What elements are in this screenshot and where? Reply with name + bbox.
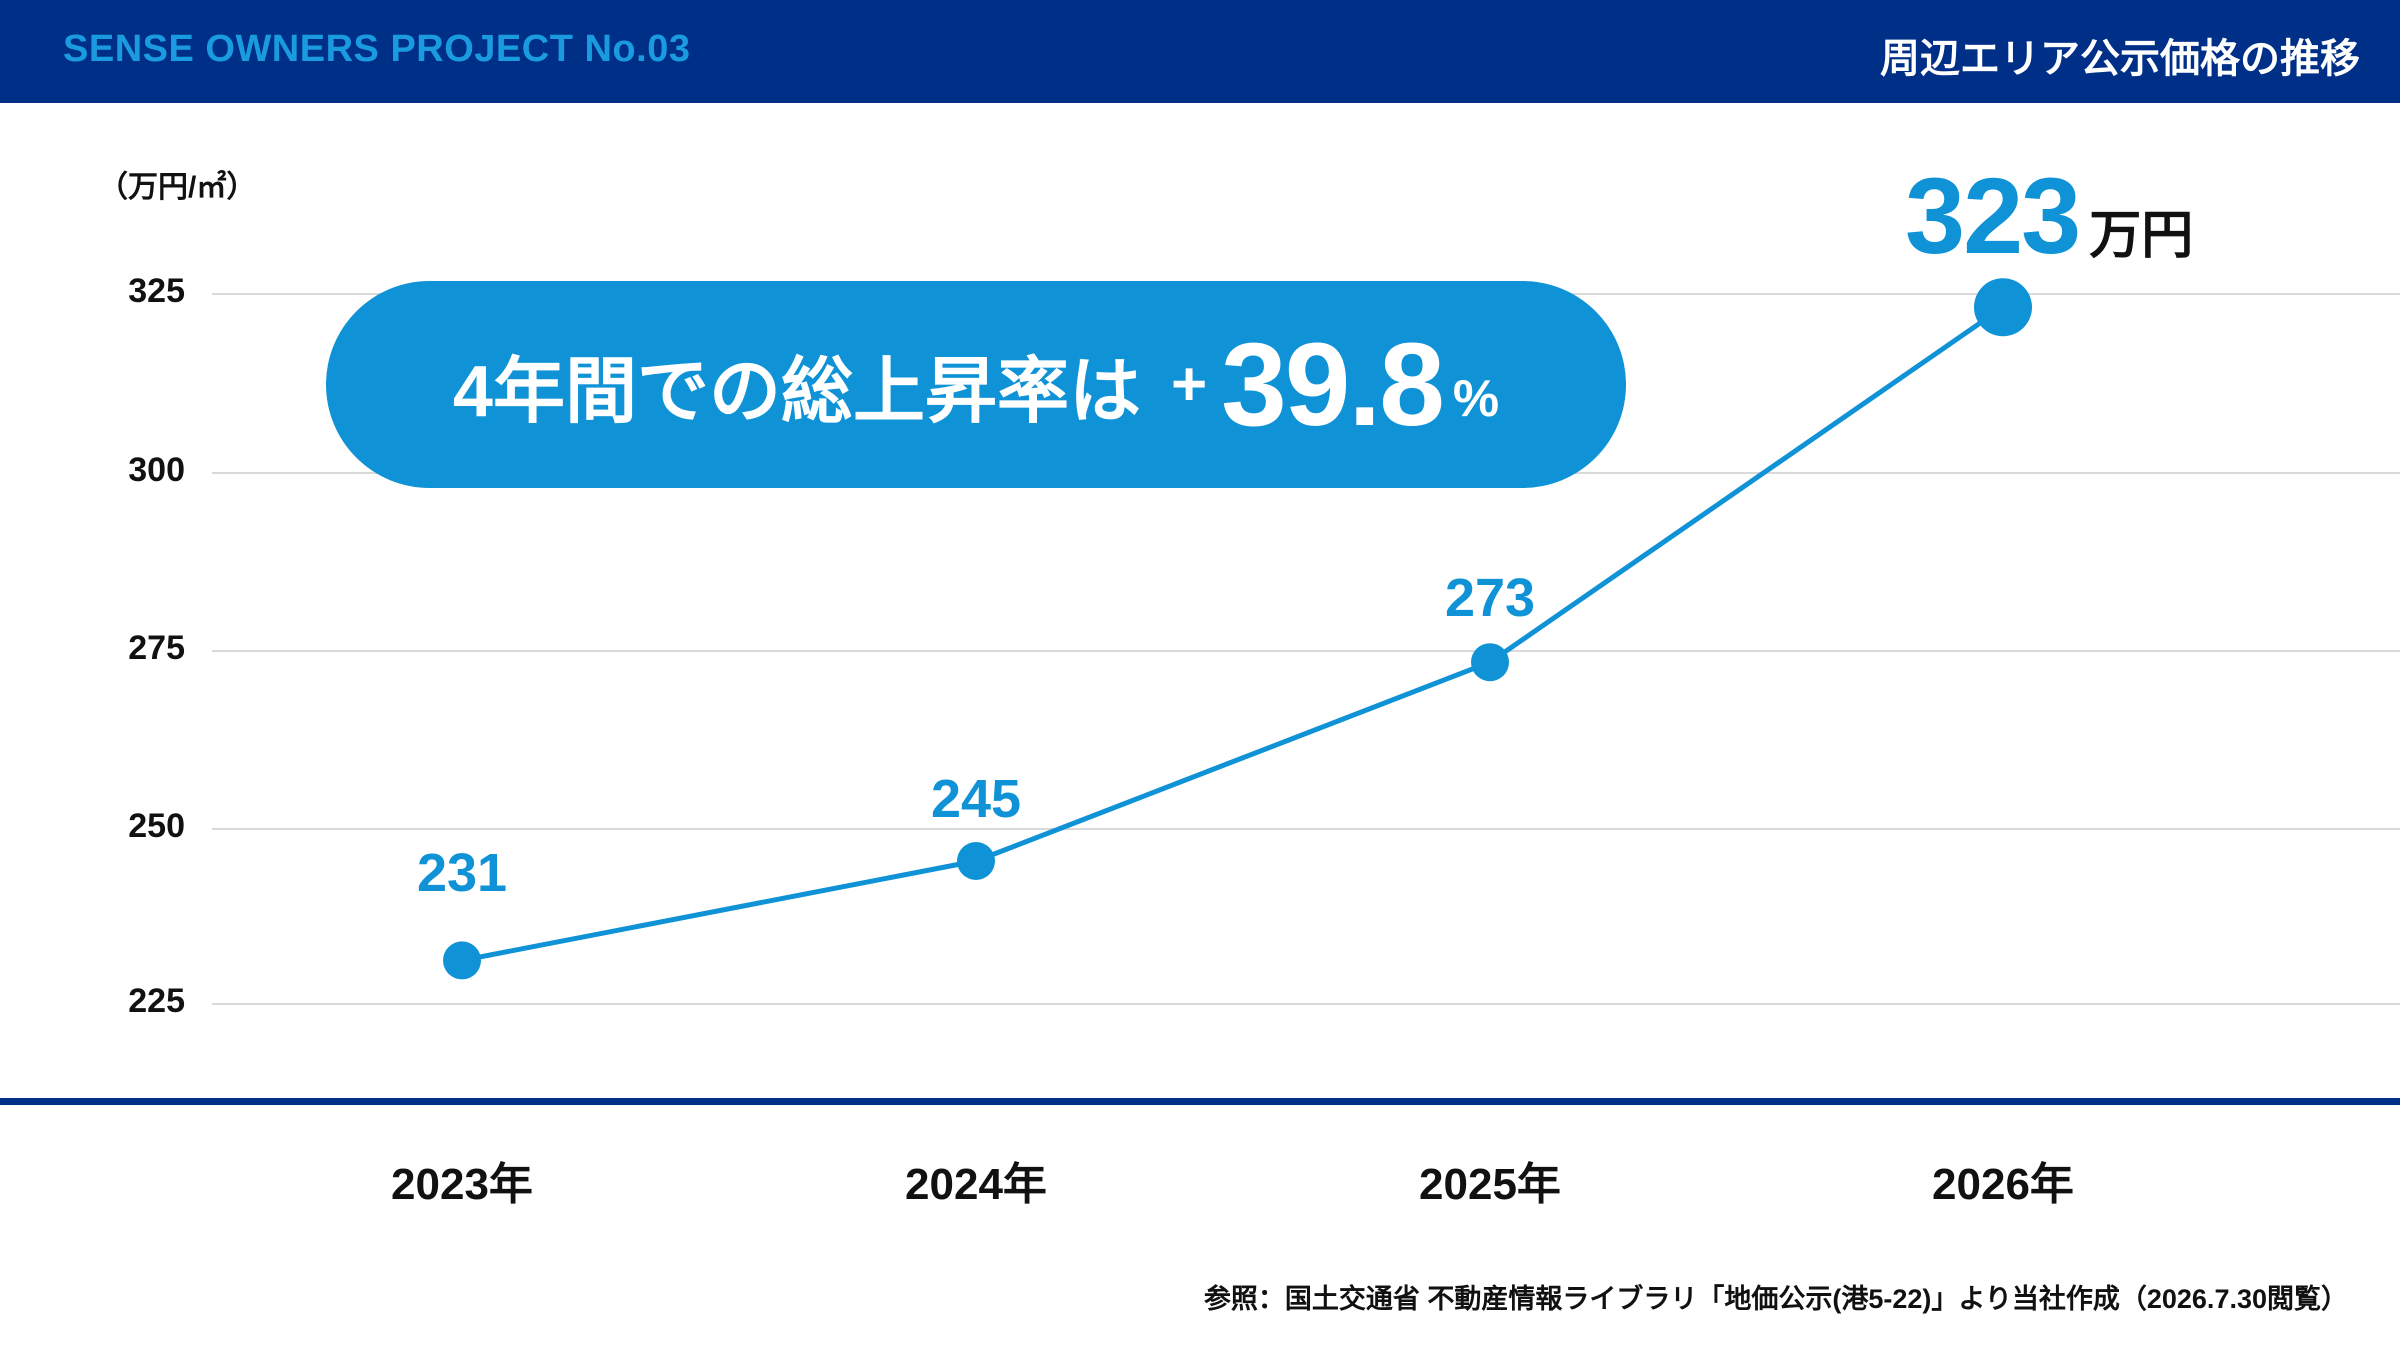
data-point-1 [957, 842, 995, 880]
source-note: 参照：国土交通省 不動産情報ライブラリ「地価公示(港5-22)」より当社作成（2… [1203, 1284, 2348, 1314]
growth-rate-text: 4年間での総上昇率は [452, 352, 1141, 432]
x-tick-2026: 2026年 [1932, 1160, 2074, 1209]
y-tick-225: 225 [128, 982, 185, 1020]
y-tick-250: 250 [128, 807, 185, 845]
data-label-2025: 273 [1444, 568, 1536, 628]
latest-value-unit: 万円 [2089, 207, 2194, 265]
y-axis-unit-label: （万円/㎡） [98, 171, 257, 204]
growth-rate-plus: + [1170, 350, 1208, 419]
x-tick-2023: 2023年 [391, 1160, 533, 1209]
latest-value: 323 [1905, 155, 2081, 276]
x-axis-line [0, 1098, 2400, 1105]
latest-value-callout: 323 万円 [1905, 153, 2193, 278]
y-tick-325: 325 [128, 272, 185, 310]
growth-rate-value: 39.8 [1221, 318, 1445, 451]
data-point-3 [1974, 278, 2032, 337]
y-tick-300: 300 [128, 451, 185, 489]
data-label-2023: 231 [416, 843, 508, 903]
data-label-2024: 245 [930, 769, 1022, 829]
growth-rate-badge: 4年間での総上昇率は + 39.8 % [326, 281, 1626, 488]
data-point-0 [443, 941, 481, 980]
y-tick-275: 275 [128, 629, 185, 667]
header-bar: SENSE OWNERS PROJECT No.03 周辺エリア公示価格の推移 [0, 0, 2400, 103]
gridline-275 [212, 650, 2400, 652]
gridline-250 [212, 828, 2400, 830]
page-heading: 周辺エリア公示価格の推移 [1880, 37, 2360, 81]
x-tick-2024: 2024年 [905, 1160, 1047, 1209]
gridline-225 [212, 1003, 2400, 1005]
x-tick-2025: 2025年 [1419, 1160, 1561, 1209]
series-line [461, 305, 2005, 963]
data-point-2 [1471, 643, 1509, 682]
project-title: SENSE OWNERS PROJECT No.03 [63, 28, 691, 70]
growth-rate-percent: % [1452, 369, 1500, 428]
